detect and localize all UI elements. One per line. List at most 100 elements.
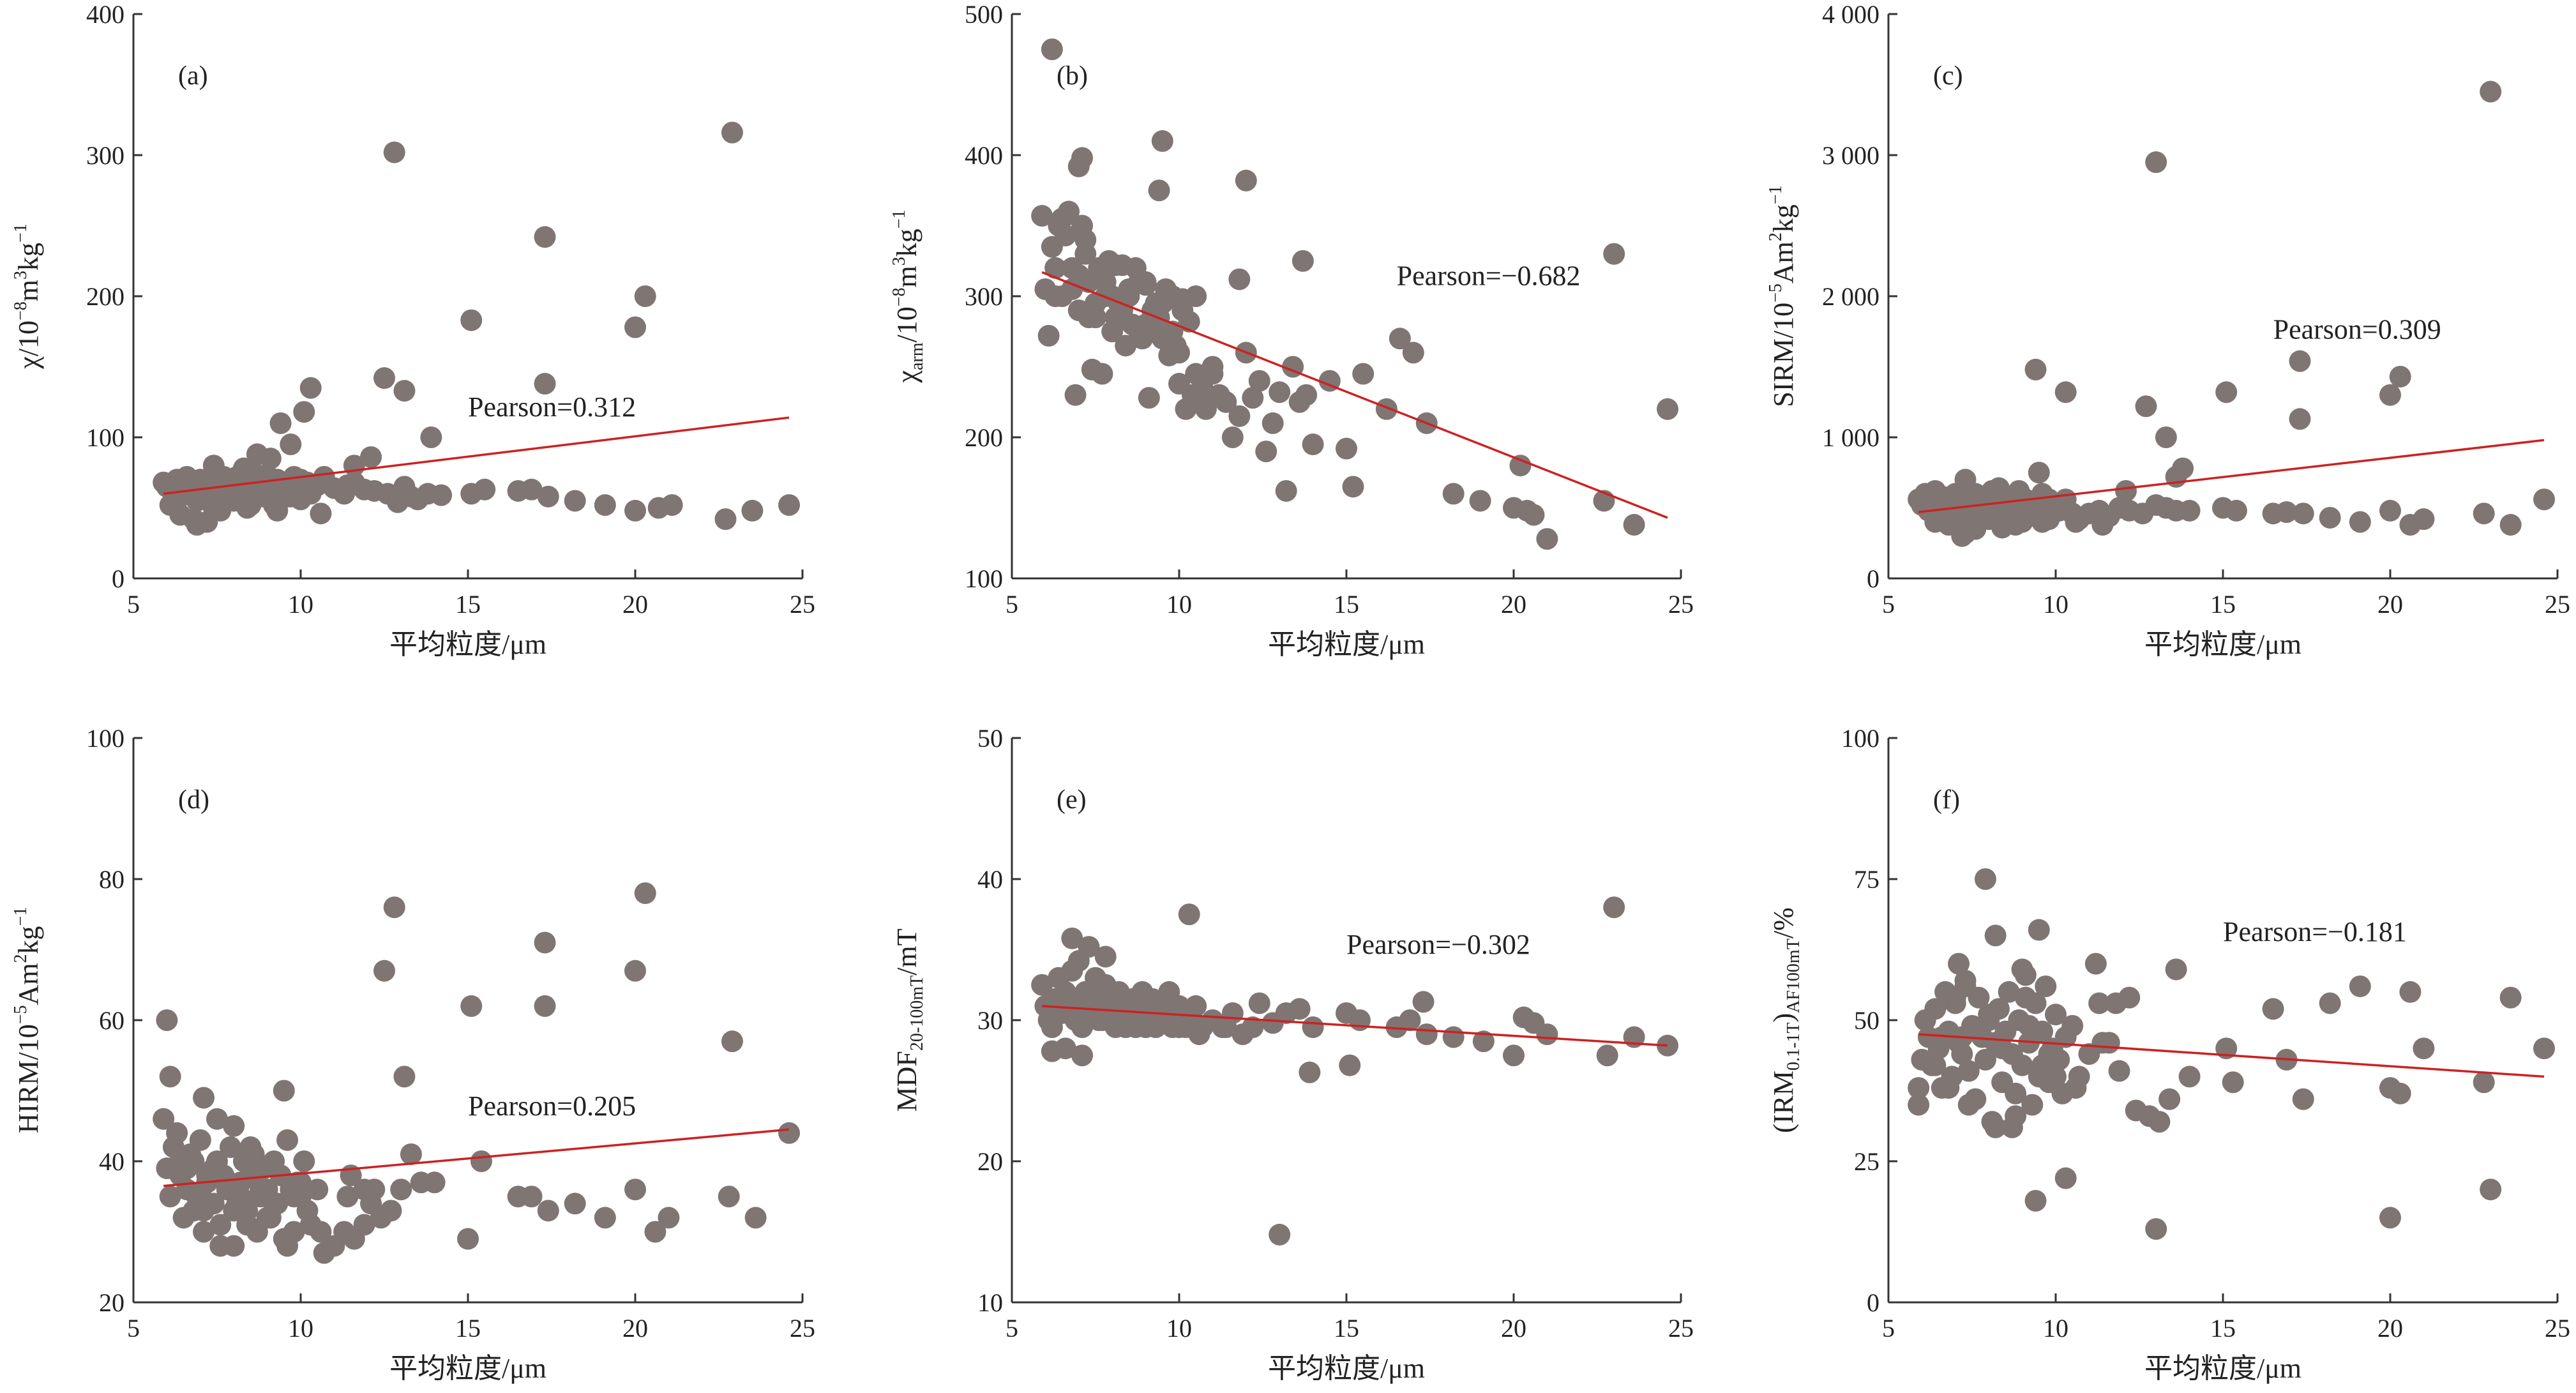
- data-point-d-98: [534, 995, 556, 1017]
- data-point-b-14: [1058, 200, 1080, 223]
- data-point-c-70: [1954, 522, 1977, 545]
- data-point-b-66: [1269, 381, 1291, 403]
- data-point-e-95: [1339, 1054, 1361, 1076]
- data-point-c-104: [2028, 462, 2050, 484]
- data-point-e-89: [1596, 1044, 1618, 1067]
- data-point-f-50: [2108, 1060, 2130, 1082]
- data-point-d-89: [778, 1122, 801, 1144]
- data-point-f-57: [1991, 1037, 2014, 1060]
- pearson-annotation-f: Pearson=−0.181: [2223, 916, 2407, 947]
- data-point-d-97: [534, 931, 556, 954]
- data-point-b-65: [1262, 412, 1284, 434]
- data-point-a-100: [534, 373, 556, 395]
- data-point-f-0: [1908, 1094, 1930, 1116]
- data-point-e-99: [1071, 1044, 1094, 1067]
- data-point-b-77: [1389, 328, 1411, 350]
- data-point-c-86: [2473, 502, 2495, 525]
- data-point-f-48: [2088, 992, 2111, 1014]
- y-axis-label-f: (IRM0.1-1T)AF100mT/%: [1768, 907, 1804, 1133]
- x-tick-label-c-1: 10: [2043, 590, 2068, 619]
- data-point-e-51: [1242, 1016, 1264, 1039]
- data-point-b-97: [1151, 292, 1173, 315]
- data-point-a-67: [310, 502, 332, 525]
- y-tick-label-f-3: 75: [1854, 865, 1879, 894]
- data-point-d-69: [193, 1200, 215, 1222]
- data-point-f-52: [1924, 1054, 1947, 1076]
- data-point-e-64: [1108, 1009, 1130, 1031]
- x-tick-label-e-0: 5: [1006, 1314, 1018, 1343]
- x-tick-label-b-4: 25: [1668, 590, 1694, 619]
- y-axis-label-c: SIRM/10−5Am2kg−1: [1766, 185, 1799, 407]
- data-point-f-104: [1944, 986, 1966, 1009]
- data-point-e-85: [1503, 1044, 1525, 1067]
- data-point-d-86: [658, 1207, 680, 1229]
- data-point-e-93: [1269, 1223, 1291, 1246]
- y-axis-label-part-b-4: m: [891, 266, 923, 287]
- data-point-c-97: [2379, 384, 2401, 406]
- data-point-c-99: [2480, 80, 2502, 103]
- panel-label-e: (e): [1057, 785, 1087, 815]
- data-point-c-64: [1984, 502, 2007, 525]
- data-point-f-13: [1951, 1043, 1973, 1065]
- data-point-b-88: [1603, 243, 1625, 265]
- data-point-e-72: [1094, 945, 1117, 968]
- pearson-annotation-a: Pearson=0.312: [468, 391, 636, 423]
- data-point-c-103: [1987, 477, 2010, 499]
- y-axis-label-part-f-4: /%: [1768, 907, 1799, 938]
- data-point-f-96: [2145, 1218, 2167, 1240]
- data-point-d-83: [594, 1207, 616, 1229]
- data-point-d-20: [219, 1136, 241, 1158]
- data-point-f-76: [2165, 958, 2187, 981]
- data-point-d-42: [293, 1150, 315, 1172]
- data-point-b-2: [1067, 155, 1090, 177]
- y-tick-label-a-2: 200: [86, 282, 124, 311]
- data-point-a-82: [474, 478, 496, 501]
- data-point-d-80: [520, 1186, 543, 1208]
- data-point-f-56: [1978, 1004, 2000, 1026]
- data-point-b-74: [1342, 476, 1364, 498]
- data-point-a-111: [343, 455, 365, 477]
- data-point-e-82: [1415, 1023, 1438, 1046]
- data-point-e-76: [1288, 998, 1311, 1020]
- y-tick-label-c-3: 3 000: [1822, 141, 1879, 170]
- panel-label-d: (d): [178, 785, 209, 815]
- data-point-f-59: [2018, 1014, 2040, 1037]
- data-point-a-107: [299, 377, 322, 399]
- data-point-e-94: [1299, 1061, 1321, 1083]
- data-point-b-58: [1215, 391, 1237, 413]
- x-axis-label-d: 平均粒度/μm: [389, 1353, 546, 1384]
- data-point-b-70: [1295, 384, 1318, 406]
- trendline-e: [1042, 1005, 1668, 1047]
- data-point-b-102: [1061, 278, 1083, 300]
- data-point-d-99: [624, 960, 646, 982]
- x-tick-label-b-1: 10: [1166, 590, 1192, 619]
- y-axis-label-part-f-2: ): [1768, 1013, 1799, 1023]
- data-point-a-98: [460, 309, 483, 331]
- data-point-a-97: [420, 426, 442, 448]
- data-point-b-109: [1292, 250, 1314, 272]
- y-tick-label-c-1: 1 000: [1822, 423, 1879, 452]
- y-axis-label-part-e-1: 20-100mT: [907, 975, 927, 1051]
- data-point-b-59: [1221, 426, 1244, 448]
- data-point-f-61: [2045, 1065, 2067, 1088]
- data-point-f-83: [2319, 992, 2341, 1014]
- data-point-a-68: [336, 474, 359, 497]
- data-point-c-88: [2533, 488, 2556, 511]
- data-point-c-100: [2024, 358, 2047, 380]
- x-tick-label-a-0: 5: [127, 590, 140, 619]
- data-point-f-31: [2011, 1054, 2033, 1076]
- data-point-c-91: [2155, 426, 2177, 448]
- y-tick-label-e-4: 50: [977, 724, 1003, 753]
- y-tick-label-b-4: 500: [965, 0, 1003, 29]
- x-tick-label-e-2: 15: [1334, 1314, 1359, 1343]
- data-point-b-98: [1168, 342, 1190, 364]
- data-point-c-85: [2413, 508, 2435, 531]
- y-axis-label-part-a-2: m: [13, 280, 44, 301]
- data-point-b-75: [1352, 363, 1375, 385]
- data-point-a-88: [624, 499, 646, 522]
- panel-b: 5 10 15 20 25 100 200 300 400 500 平均粒度/μm χarm/10−8…: [889, 0, 1694, 660]
- data-point-b-103: [1078, 306, 1100, 329]
- panel-a: 5 10 15 20 25 0 100 200 300 400 平均粒度/μm χ/10−8m3kg−…: [11, 0, 815, 660]
- x-tick-label-a-3: 20: [622, 590, 648, 619]
- data-point-b-64: [1255, 440, 1277, 463]
